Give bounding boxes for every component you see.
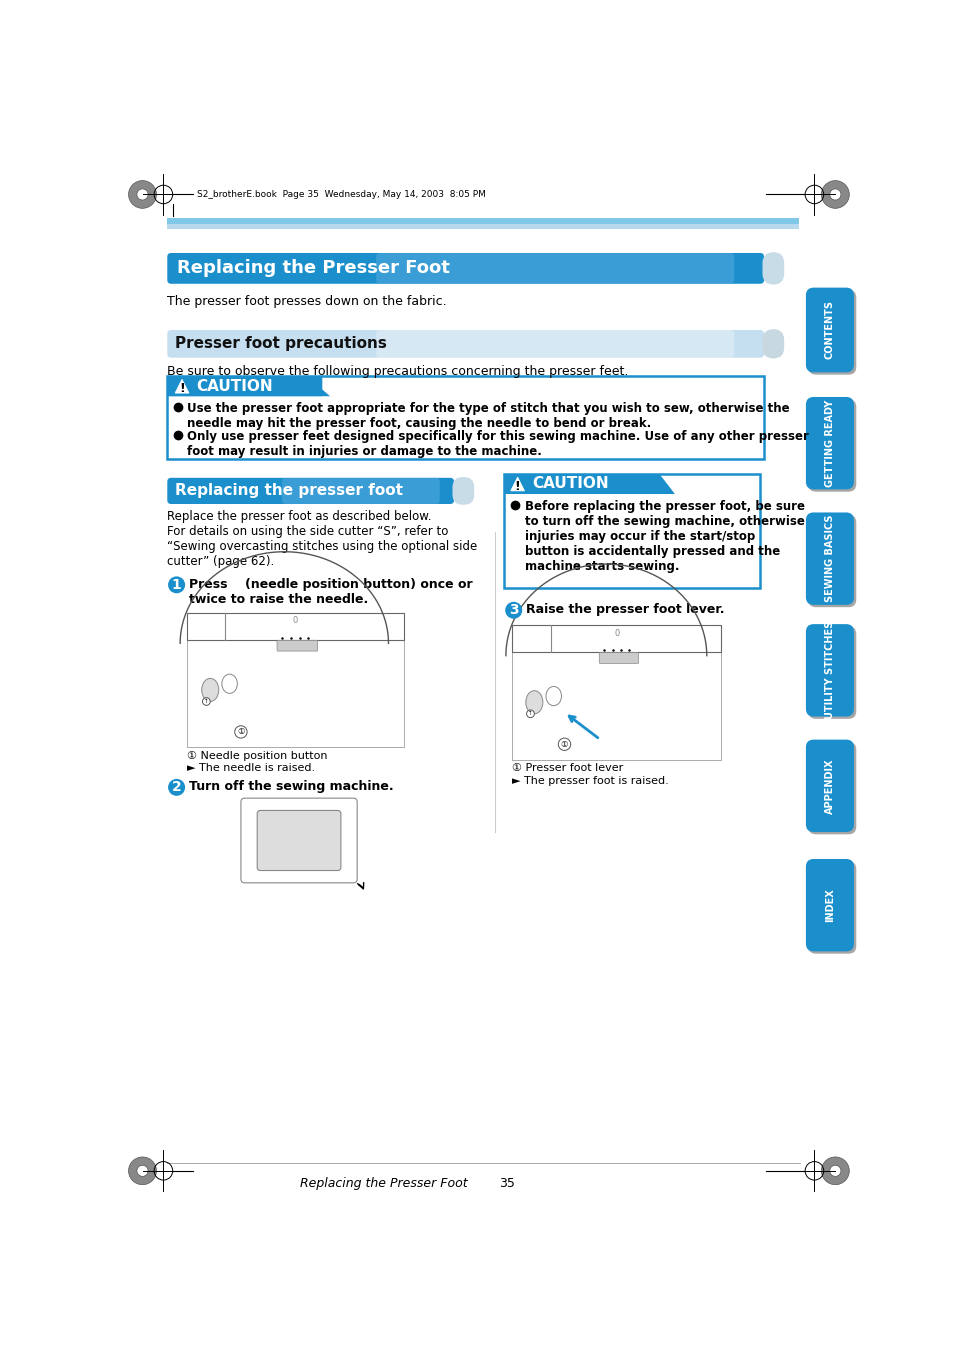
FancyBboxPatch shape bbox=[375, 330, 734, 358]
Text: The presser foot presses down on the fabric.: The presser foot presses down on the fab… bbox=[167, 296, 446, 308]
Text: 0: 0 bbox=[293, 616, 297, 626]
Text: CAUTION: CAUTION bbox=[532, 477, 608, 492]
FancyBboxPatch shape bbox=[282, 478, 439, 504]
FancyBboxPatch shape bbox=[167, 253, 763, 284]
FancyBboxPatch shape bbox=[598, 653, 638, 663]
Text: UTILITY STITCHES: UTILITY STITCHES bbox=[824, 621, 834, 720]
Text: Be sure to observe the following precautions concerning the presser feet.: Be sure to observe the following precaut… bbox=[167, 365, 628, 378]
Circle shape bbox=[821, 1156, 848, 1185]
FancyBboxPatch shape bbox=[167, 376, 322, 396]
Circle shape bbox=[202, 697, 210, 705]
FancyBboxPatch shape bbox=[276, 640, 317, 651]
FancyBboxPatch shape bbox=[807, 627, 856, 719]
Polygon shape bbox=[510, 477, 524, 490]
Circle shape bbox=[234, 725, 247, 738]
Text: CAUTION: CAUTION bbox=[196, 378, 274, 393]
FancyBboxPatch shape bbox=[761, 330, 783, 358]
FancyBboxPatch shape bbox=[257, 811, 340, 870]
FancyBboxPatch shape bbox=[807, 515, 856, 607]
Polygon shape bbox=[174, 380, 189, 393]
Text: INDEX: INDEX bbox=[824, 889, 834, 921]
Bar bbox=[187, 612, 403, 747]
Circle shape bbox=[526, 709, 534, 717]
FancyBboxPatch shape bbox=[375, 253, 734, 284]
FancyBboxPatch shape bbox=[241, 798, 356, 882]
Bar bbox=[187, 612, 403, 639]
Text: SEWING BASICS: SEWING BASICS bbox=[824, 515, 834, 603]
Text: Replacing the Presser Foot: Replacing the Presser Foot bbox=[176, 259, 449, 277]
FancyBboxPatch shape bbox=[805, 397, 853, 489]
Polygon shape bbox=[167, 376, 330, 396]
Text: CONTENTS: CONTENTS bbox=[824, 300, 834, 359]
FancyBboxPatch shape bbox=[761, 253, 783, 285]
FancyBboxPatch shape bbox=[805, 624, 853, 716]
FancyBboxPatch shape bbox=[807, 400, 856, 492]
Text: 3: 3 bbox=[508, 604, 518, 617]
Text: Press    (needle position button) once or
twice to raise the needle.: Press (needle position button) once or t… bbox=[189, 578, 472, 605]
Text: !: ! bbox=[515, 480, 520, 493]
Text: Presser foot precautions: Presser foot precautions bbox=[174, 336, 387, 351]
Circle shape bbox=[558, 738, 570, 750]
Text: Replacing the presser foot: Replacing the presser foot bbox=[174, 484, 402, 499]
Text: ①: ① bbox=[560, 740, 568, 748]
Text: ► The presser foot is raised.: ► The presser foot is raised. bbox=[512, 775, 668, 786]
Text: Before replacing the presser foot, be sure
to turn off the sewing machine, other: Before replacing the presser foot, be su… bbox=[524, 500, 803, 573]
FancyBboxPatch shape bbox=[807, 742, 856, 835]
Bar bbox=[512, 626, 720, 651]
Ellipse shape bbox=[545, 686, 561, 705]
FancyBboxPatch shape bbox=[805, 288, 853, 373]
Text: 0: 0 bbox=[614, 628, 618, 638]
Text: GETTING READY: GETTING READY bbox=[824, 400, 834, 486]
Bar bbox=[504, 474, 760, 588]
FancyBboxPatch shape bbox=[452, 477, 474, 505]
FancyBboxPatch shape bbox=[167, 478, 454, 504]
FancyBboxPatch shape bbox=[807, 862, 856, 954]
FancyBboxPatch shape bbox=[807, 290, 856, 374]
FancyBboxPatch shape bbox=[805, 739, 853, 832]
Text: ► The needle is raised.: ► The needle is raised. bbox=[187, 763, 314, 774]
Text: Only use presser feet designed specifically for this sewing machine. Use of any : Only use presser feet designed specifica… bbox=[187, 430, 808, 458]
Text: S2_brotherE.book  Page 35  Wednesday, May 14, 2003  8:05 PM: S2_brotherE.book Page 35 Wednesday, May … bbox=[196, 190, 485, 199]
Circle shape bbox=[129, 1156, 156, 1185]
Text: 35: 35 bbox=[498, 1177, 515, 1190]
Circle shape bbox=[168, 577, 185, 593]
Circle shape bbox=[821, 181, 848, 208]
Circle shape bbox=[505, 601, 521, 619]
FancyBboxPatch shape bbox=[805, 859, 853, 951]
Text: Turn off the sewing machine.: Turn off the sewing machine. bbox=[189, 781, 394, 793]
Text: Raise the presser foot lever.: Raise the presser foot lever. bbox=[525, 604, 724, 616]
Circle shape bbox=[129, 181, 156, 208]
Circle shape bbox=[829, 189, 840, 200]
Text: Replace the presser foot as described below.
For details on using the side cutte: Replace the presser foot as described be… bbox=[167, 511, 477, 569]
Circle shape bbox=[168, 780, 185, 796]
Ellipse shape bbox=[201, 678, 218, 701]
Text: ① Presser foot lever: ① Presser foot lever bbox=[512, 763, 622, 774]
Text: Replacing the Presser Foot: Replacing the Presser Foot bbox=[300, 1177, 468, 1190]
Bar bbox=[167, 224, 798, 230]
Circle shape bbox=[829, 1166, 840, 1177]
Text: 2: 2 bbox=[172, 781, 181, 794]
Text: APPENDIX: APPENDIX bbox=[824, 758, 834, 813]
Text: ① Needle position button: ① Needle position button bbox=[187, 751, 327, 761]
Bar bbox=[167, 376, 763, 459]
Text: ①: ① bbox=[237, 727, 244, 736]
Circle shape bbox=[137, 189, 148, 200]
Text: 1: 1 bbox=[172, 578, 181, 592]
Text: Use the presser foot appropriate for the type of stitch that you wish to sew, ot: Use the presser foot appropriate for the… bbox=[187, 403, 789, 431]
Bar bbox=[167, 219, 798, 224]
Bar bbox=[512, 626, 720, 759]
Text: !: ! bbox=[179, 382, 185, 394]
Circle shape bbox=[137, 1166, 148, 1177]
FancyBboxPatch shape bbox=[167, 330, 763, 358]
Text: ↑: ↑ bbox=[204, 698, 209, 704]
Ellipse shape bbox=[525, 690, 542, 713]
FancyBboxPatch shape bbox=[805, 512, 853, 605]
Text: ↑: ↑ bbox=[528, 711, 532, 716]
Polygon shape bbox=[504, 474, 674, 494]
Ellipse shape bbox=[222, 674, 237, 693]
